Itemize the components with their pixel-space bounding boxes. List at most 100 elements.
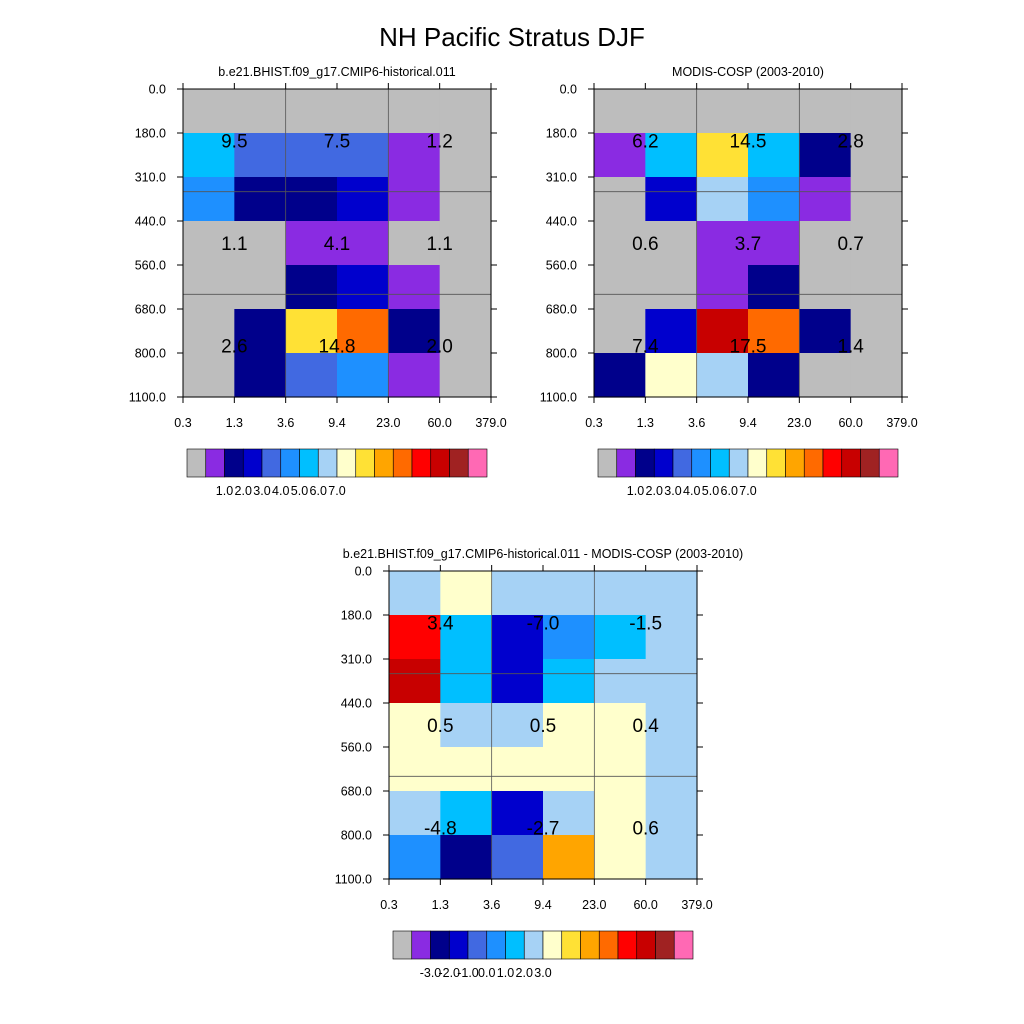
- heatmap-cell: [645, 309, 698, 354]
- block-value-label: 1.1: [426, 234, 452, 255]
- colorbar-swatch: [411, 930, 431, 960]
- heatmap-cell: [491, 703, 544, 748]
- heatmap-cell: [388, 221, 441, 266]
- heatmap-cell: [594, 309, 646, 354]
- y-tick-label: 680.0: [135, 303, 166, 317]
- colorbar-swatch: [448, 930, 469, 960]
- heatmap-cell: [748, 309, 800, 354]
- heatmap-cell: [645, 265, 698, 310]
- heatmap-cell: [440, 571, 493, 616]
- colorbar-swatch: [728, 448, 749, 478]
- block-value-label: -2.7: [527, 819, 560, 840]
- colorbar-swatch: [205, 448, 225, 478]
- heatmap-cell: [543, 615, 595, 660]
- block-value-label: 7.4: [632, 337, 659, 358]
- heatmap-cell: [491, 615, 544, 660]
- block-value-label: 2.8: [837, 131, 863, 152]
- heatmap-cell: [594, 571, 647, 616]
- heatmap-cell: [696, 177, 749, 222]
- heatmap-cell: [389, 835, 441, 880]
- colorbar-swatch: [186, 448, 207, 478]
- colorbar-label: 3.0: [253, 484, 270, 498]
- heatmap-cell: [439, 89, 492, 134]
- heatmap-cell: [388, 265, 441, 310]
- panel-model: b.e21.BHIST.f09_g17.CMIP6-historical.011…: [129, 65, 507, 498]
- heatmap-cell: [748, 89, 800, 134]
- heatmap-cell: [234, 177, 287, 222]
- block-value-label: 1.2: [426, 131, 452, 152]
- y-tick-label: 1100.0: [335, 873, 372, 887]
- heatmap-cell: [594, 353, 646, 398]
- block-value-label: 9.5: [221, 131, 247, 152]
- x-tick-label: 23.0: [787, 416, 811, 430]
- heatmap-cell: [645, 133, 698, 178]
- heatmap-cell: [285, 133, 338, 178]
- colorbar-label: 3.0: [534, 966, 551, 980]
- colorbar-label: 2.0: [235, 484, 252, 498]
- colorbar-swatch: [635, 448, 655, 478]
- heatmap-cell: [850, 177, 903, 222]
- colorbar-swatch: [542, 930, 563, 960]
- colorbar-swatch: [822, 448, 843, 478]
- colorbar-swatch: [505, 930, 525, 960]
- colorbar-swatch: [317, 448, 338, 478]
- heatmap-cell: [543, 835, 595, 880]
- y-tick-label: 800.0: [546, 347, 577, 361]
- colorbar-label: -3.0: [420, 966, 442, 980]
- x-tick-label: 1.3: [432, 898, 449, 912]
- heatmap-cell: [439, 265, 492, 310]
- x-tick-label: 60.0: [427, 416, 451, 430]
- y-tick-label: 180.0: [135, 127, 166, 141]
- y-tick-label: 800.0: [341, 829, 372, 843]
- heatmap-cell: [388, 309, 441, 354]
- y-tick-label: 440.0: [341, 697, 372, 711]
- y-tick-label: 180.0: [546, 127, 577, 141]
- heatmap-cell: [799, 89, 852, 134]
- heatmap-cell: [491, 747, 544, 792]
- colorbar-swatch: [841, 448, 861, 478]
- block-value-label: 17.5: [730, 337, 767, 358]
- heatmap-cell: [645, 835, 698, 880]
- colorbar-label: 1.0: [497, 966, 514, 980]
- heatmap-cell: [389, 747, 441, 792]
- heatmap-cell: [594, 265, 646, 310]
- x-tick-label: 23.0: [582, 898, 606, 912]
- colorbar-swatch: [299, 448, 319, 478]
- heatmap-cell: [234, 265, 287, 310]
- panel-title: MODIS-COSP (2003-2010): [672, 65, 824, 79]
- heatmap-cell: [850, 89, 903, 134]
- y-tick-label: 310.0: [341, 653, 372, 667]
- x-tick-label: 3.6: [483, 898, 500, 912]
- x-tick-label: 3.6: [277, 416, 294, 430]
- y-tick-label: 0.0: [149, 83, 166, 97]
- heatmap-cell: [440, 747, 493, 792]
- heatmap-cell: [285, 177, 338, 222]
- heatmap-cell: [337, 265, 389, 310]
- heatmap-cell: [234, 133, 287, 178]
- heatmap-cell: [491, 571, 544, 616]
- x-tick-label: 9.4: [739, 416, 756, 430]
- heatmap-cell: [234, 89, 287, 134]
- x-tick-label: 1.3: [226, 416, 243, 430]
- y-tick-label: 0.0: [560, 83, 577, 97]
- colorbar-label: 0.0: [478, 966, 495, 980]
- heatmap-cell: [748, 133, 800, 178]
- heatmap-cell: [594, 747, 647, 792]
- heatmap-cell: [183, 133, 235, 178]
- block-value-label: 1.1: [221, 234, 247, 255]
- heatmap-cell: [645, 353, 698, 398]
- heatmap-cell: [543, 747, 595, 792]
- x-tick-label: 60.0: [838, 416, 862, 430]
- colorbar-swatch: [355, 448, 375, 478]
- heatmap-cell: [439, 221, 492, 266]
- heatmap-cell: [234, 353, 287, 398]
- colorbar-swatch: [598, 930, 619, 960]
- x-tick-label: 9.4: [328, 416, 345, 430]
- heatmap-cell: [799, 133, 852, 178]
- y-tick-label: 310.0: [135, 171, 166, 185]
- colorbar-swatch: [392, 930, 413, 960]
- heatmap-cell: [543, 791, 595, 836]
- colorbar-swatch: [467, 930, 488, 960]
- heatmap-cell: [388, 133, 441, 178]
- colorbar-swatch: [449, 448, 469, 478]
